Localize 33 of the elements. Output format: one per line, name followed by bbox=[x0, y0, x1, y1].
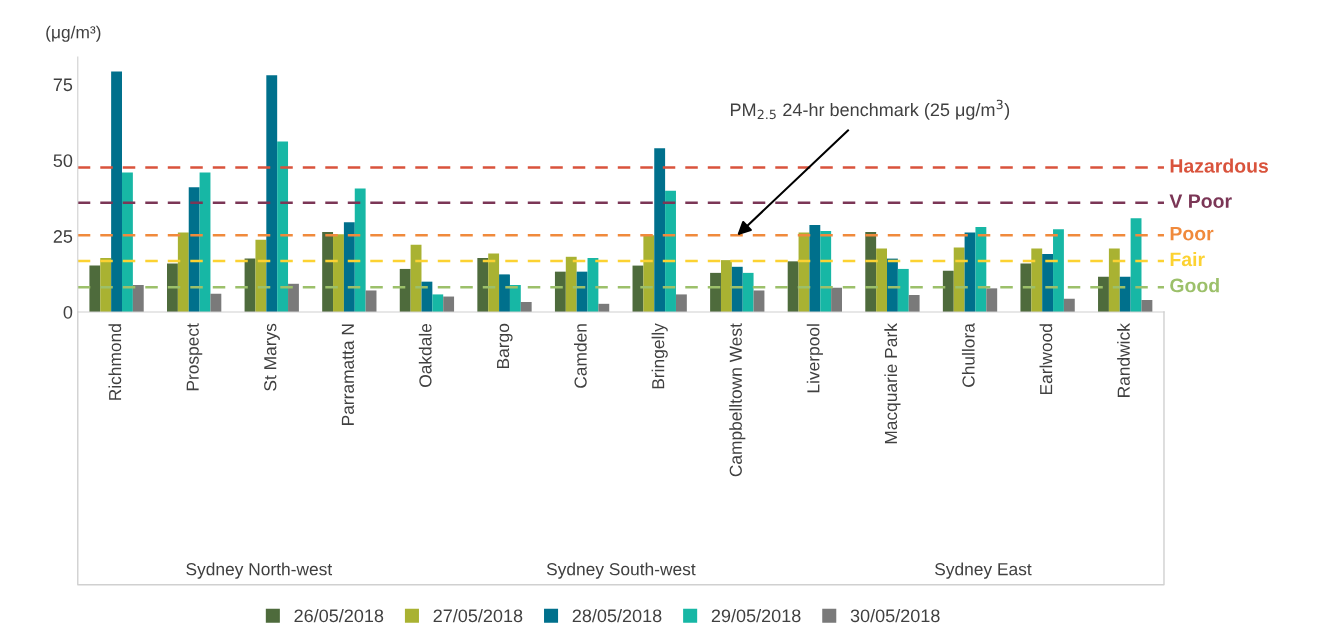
y-tick-label: 25 bbox=[53, 230, 73, 243]
y-axis-title: (μg/m³) bbox=[46, 25, 101, 42]
text: Sydney North-west bbox=[186, 562, 333, 579]
text: Sydney East bbox=[935, 562, 1032, 579]
legend-label: 27/05/2018 bbox=[433, 608, 523, 623]
y-tick-label: 50 bbox=[53, 154, 73, 168]
ref-line-label: Hazardous bbox=[1170, 158, 1268, 173]
x-tick-label: St Marys bbox=[264, 323, 280, 391]
x-tick-label: Macquarie Park bbox=[884, 323, 901, 444]
ref-line-label: Good bbox=[1170, 278, 1219, 293]
x-tick-label: Parramatta N bbox=[341, 324, 354, 425]
x-tick-label: Camden bbox=[574, 324, 587, 388]
ref-line-label: V Poor bbox=[1169, 194, 1232, 208]
text: Sydney South-west bbox=[546, 562, 696, 579]
x-tick-label: Prospect bbox=[186, 323, 203, 391]
x-tick-label: Liverpool bbox=[806, 324, 823, 393]
y-tick-label: 75 bbox=[53, 78, 73, 92]
y-tick-label: 0 bbox=[63, 305, 73, 319]
ref-line-label: Fair bbox=[1170, 251, 1205, 267]
x-tick-label: Bringelly bbox=[651, 323, 668, 389]
legend-label: 28/05/2018 bbox=[572, 608, 662, 623]
x-tick-label: Richmond bbox=[108, 324, 122, 400]
legend-label: 30/05/2018 bbox=[850, 608, 940, 623]
x-tick-label: Campbelltown West bbox=[729, 323, 746, 477]
x-tick-label: Bargo bbox=[497, 323, 513, 369]
x-tick-label: Chullora bbox=[961, 323, 975, 387]
legend-label: 26/05/2018 bbox=[294, 608, 384, 623]
annotation: PM$_{2.5}$ 24-hr benchmark (25 μg/m$^{3}$) bbox=[730, 99, 1010, 120]
x-tick-label: Oakdale bbox=[418, 323, 432, 387]
x-tick-label: Earlwood bbox=[1039, 324, 1053, 395]
legend-label: 29/05/2018 bbox=[711, 608, 801, 623]
ref-line-label: Poor bbox=[1170, 226, 1214, 241]
x-tick-label: Randwick bbox=[1117, 323, 1130, 397]
